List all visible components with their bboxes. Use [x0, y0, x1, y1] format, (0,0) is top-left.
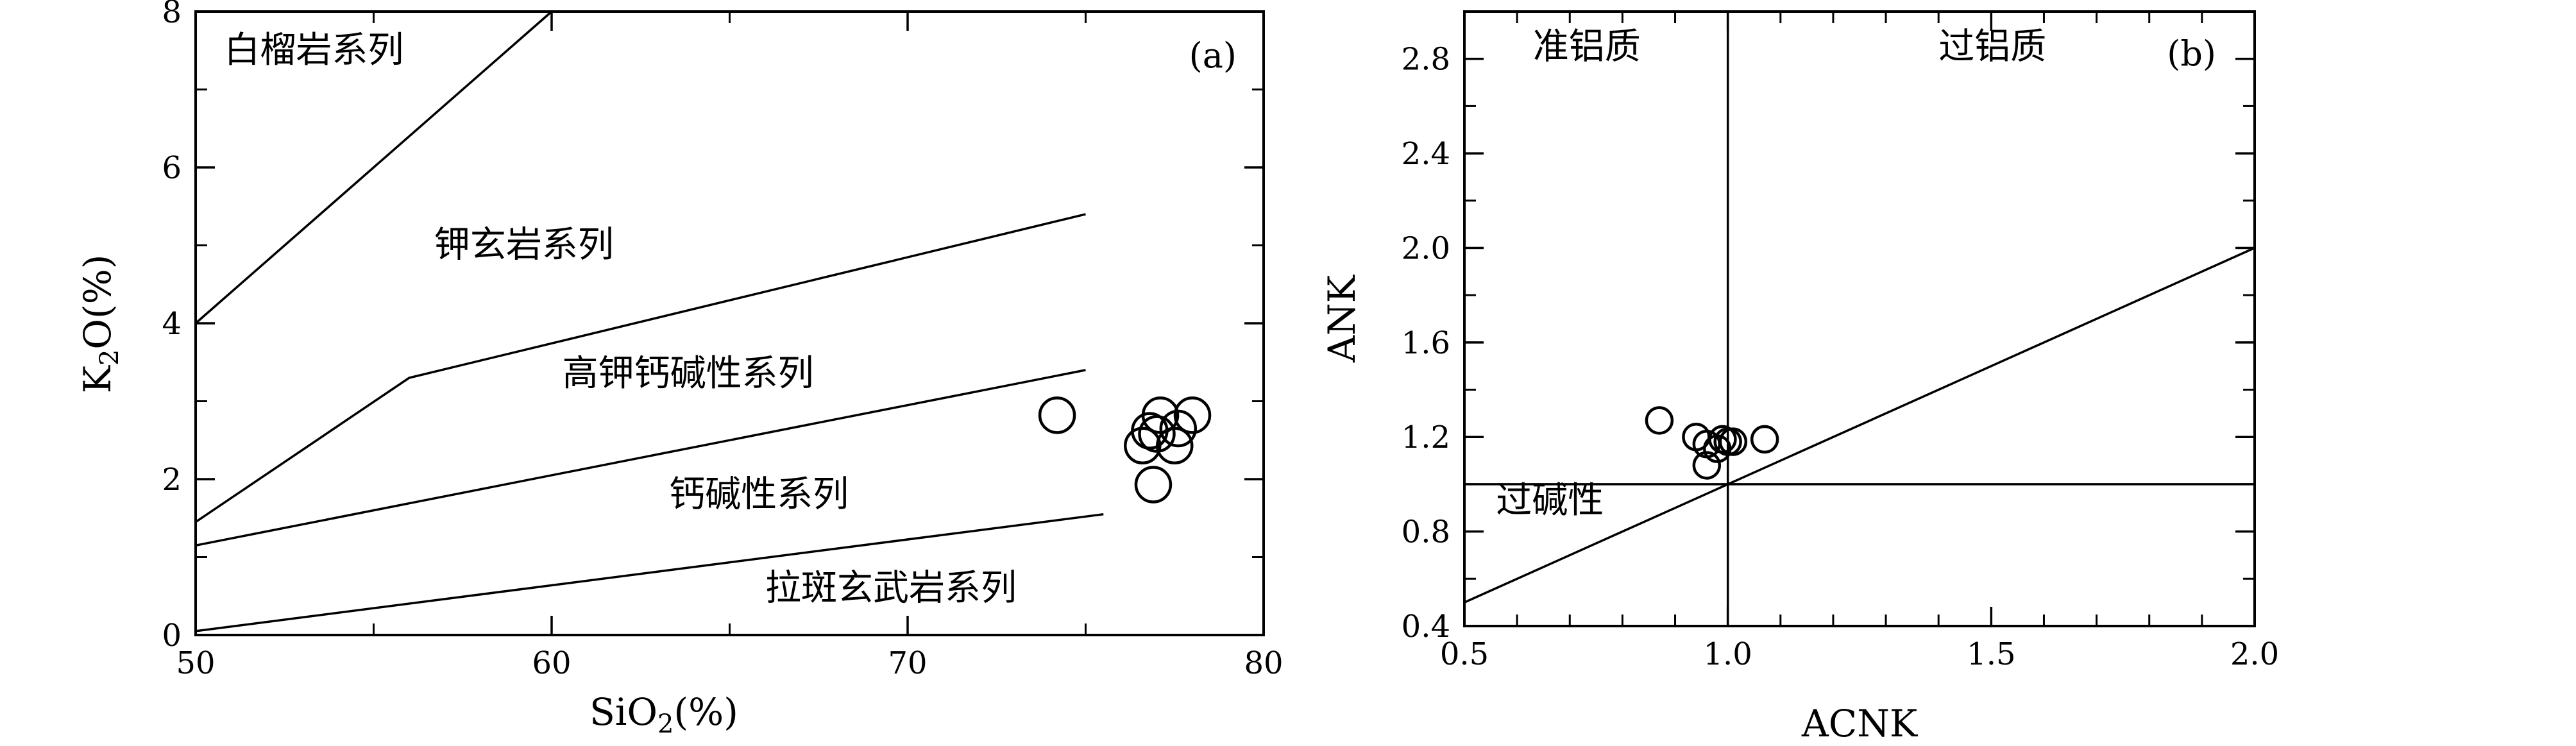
x-tick-label: 50: [176, 645, 215, 681]
region-label: 过碱性: [1496, 480, 1604, 521]
panel-b-frame: [1463, 10, 2256, 627]
region-label: 拉斑玄武岩系列: [765, 567, 1017, 609]
y-tick-label: 0.8: [1402, 514, 1450, 550]
y-tick-label: 2.4: [1402, 136, 1450, 172]
region-label: 白榴岩系列: [224, 30, 403, 71]
region-label: 高钾钙碱性系列: [563, 353, 814, 394]
y-tick-label: 1.6: [1402, 325, 1450, 361]
region-label: 准铝质: [1533, 26, 1641, 68]
data-point: [1645, 406, 1674, 435]
x-tick-label: 70: [888, 645, 927, 681]
panel-b-x-axis-label: ACNK: [1801, 702, 1919, 743]
panel-a-x-axis-label: SiO2(%): [589, 690, 738, 739]
y-tick-label: 8: [162, 0, 182, 30]
data-point: [1159, 409, 1198, 448]
data-point: [1718, 427, 1748, 456]
panel-a-frame: [194, 10, 1265, 636]
region-label: 钾玄岩系列: [434, 225, 614, 266]
x-tick-label: 1.5: [1967, 636, 2015, 672]
data-point: [1138, 415, 1176, 453]
y-tick-label: 2.0: [1402, 230, 1450, 266]
data-point: [1124, 427, 1162, 465]
panel-b-tag: (b): [2167, 33, 2216, 74]
x-tick-label: 80: [1244, 645, 1283, 681]
y-tick-label: 6: [162, 150, 182, 186]
data-point: [1173, 396, 1212, 434]
data-point: [1134, 466, 1173, 504]
y-tick-label: 1.2: [1402, 420, 1450, 455]
y-tick-label: 0.4: [1402, 609, 1450, 645]
data-point: [1750, 425, 1779, 454]
x-tick-label: 60: [532, 645, 571, 681]
data-point: [1038, 396, 1076, 434]
panel-b-y-axis-label: ANK: [1320, 274, 1364, 363]
region-label: 过铝质: [1938, 26, 2046, 68]
region-label: 钙碱性系列: [669, 474, 849, 516]
x-tick-label: 2.0: [2230, 636, 2279, 672]
panel-b-data-points: [1645, 406, 1779, 480]
boundary-line: [194, 10, 553, 325]
boundary-line: [195, 213, 1086, 523]
panel-a-boundary-lines: [194, 10, 1104, 632]
data-point: [1692, 451, 1722, 480]
boundary-line: [195, 369, 1086, 547]
panel-a-tag: (a): [1189, 35, 1237, 76]
boundary-line: [195, 513, 1104, 632]
y-tick-label: 2.8: [1402, 42, 1450, 78]
x-tick-label: 0.5: [1440, 636, 1489, 672]
panel-b-ticks: 0.5 1.0 1.5 2.0 0.4 0.8 1.2 1.6 2.0 2.4 2.8: [1402, 10, 2279, 672]
panel-a-y-axis-label: K2O(%): [76, 255, 124, 394]
panel-b-boundary-lines: [1464, 12, 2255, 626]
panel-a-data-points: [1038, 396, 1212, 504]
y-tick-label: 4: [162, 306, 182, 342]
y-tick-label: 0: [162, 618, 182, 654]
panel-a: 50 60 70 80 0 2 4 6 8 白榴岩系列钾玄岩系列高钾钙碱性系列钙碱性系列拉斑玄武…: [76, 0, 1284, 739]
x-tick-label: 1.0: [1703, 636, 1752, 672]
panel-a-ticks: 50 60 70 80 0 2 4 6 8: [162, 0, 1283, 681]
panel-b: 0.5 1.0 1.5 2.0 0.4 0.8 1.2 1.6 2.0 2.4 2.8 准铝质 过铝质…: [1320, 10, 2279, 745]
y-tick-label: 2: [162, 462, 182, 498]
boundary-line: [1464, 246, 2255, 604]
